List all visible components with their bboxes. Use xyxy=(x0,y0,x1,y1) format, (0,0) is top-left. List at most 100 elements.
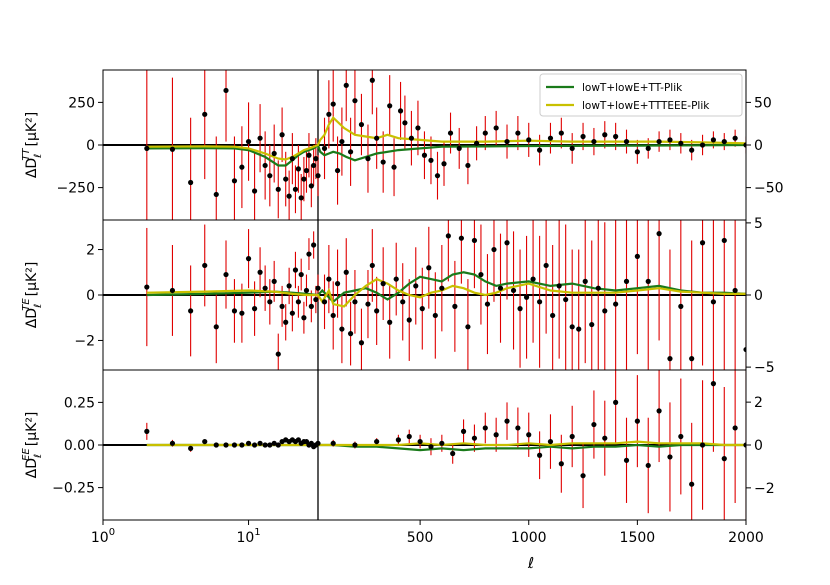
data-point xyxy=(515,130,521,136)
data-point xyxy=(602,435,608,441)
data-point xyxy=(334,281,341,287)
data-point xyxy=(298,271,304,278)
data-point xyxy=(504,138,510,145)
data-point xyxy=(447,130,454,136)
data-point xyxy=(530,276,536,282)
y-axis-label: ΔDℓTE[μK²] xyxy=(21,262,44,329)
data-point xyxy=(699,442,706,448)
data-point xyxy=(387,103,393,109)
data-point xyxy=(397,108,404,114)
data-point xyxy=(313,156,319,162)
data-point xyxy=(306,152,312,158)
data-point xyxy=(393,276,399,282)
data-point xyxy=(667,137,673,143)
data-point xyxy=(239,164,245,170)
right-y-tick-label: 50 xyxy=(754,95,772,111)
data-point xyxy=(311,162,317,169)
data-point xyxy=(504,240,510,246)
data-point xyxy=(613,301,619,307)
data-point xyxy=(400,299,406,305)
data-point xyxy=(732,287,738,294)
data-point xyxy=(262,162,268,169)
y-tick-label: 0.25 xyxy=(64,395,95,411)
data-point xyxy=(428,157,434,163)
data-point xyxy=(699,240,706,246)
data-point xyxy=(387,319,393,325)
data-point xyxy=(458,235,464,241)
data-point xyxy=(526,137,532,143)
x-axis-label: ℓ xyxy=(527,554,534,572)
data-point xyxy=(678,433,684,440)
data-point xyxy=(295,166,301,172)
x-tick-label: 2000 xyxy=(728,530,764,546)
data-point xyxy=(251,442,258,448)
data-point xyxy=(634,253,640,259)
data-point xyxy=(262,285,268,291)
data-point xyxy=(358,121,365,128)
data-point xyxy=(315,440,321,446)
data-point xyxy=(689,356,695,362)
data-point xyxy=(439,440,445,446)
data-point xyxy=(426,265,432,271)
data-point xyxy=(439,285,445,291)
y-tick-label: −2 xyxy=(74,333,95,349)
data-point xyxy=(257,440,263,446)
data-point xyxy=(710,299,717,305)
data-point xyxy=(188,308,194,314)
right-y-tick-label: 0 xyxy=(754,138,763,154)
data-point xyxy=(432,312,438,319)
data-point xyxy=(257,269,263,275)
legend: lowT+lowE+TT-Plik lowT+lowE+TTTEEE-Plik xyxy=(539,73,743,117)
data-point xyxy=(678,140,684,146)
data-point xyxy=(721,237,727,244)
data-point xyxy=(301,315,307,321)
data-point xyxy=(303,167,310,174)
data-point xyxy=(374,308,380,314)
data-point xyxy=(623,138,630,145)
x-tick-label: 1500 xyxy=(620,530,656,546)
data-point xyxy=(292,186,299,192)
panel-tt: 250 0 −250 50 0 −50 ΔDℓTT[μK²] xyxy=(21,69,784,221)
panel-ee: 0.25 0.00 −0.25 2 0 −2 ΔDℓEE[μK²] xyxy=(21,369,775,521)
data-point xyxy=(613,399,619,405)
data-point xyxy=(482,425,488,431)
data-point xyxy=(710,137,717,143)
data-point xyxy=(358,340,365,346)
data-point xyxy=(245,138,252,145)
data-point xyxy=(689,481,695,487)
data-point xyxy=(339,326,345,332)
data-point xyxy=(283,176,289,182)
right-y-tick-label: 0 xyxy=(754,288,763,304)
data-point xyxy=(279,132,285,138)
data-point xyxy=(413,283,419,289)
data-point xyxy=(369,77,375,83)
data-point xyxy=(526,432,532,438)
data-point xyxy=(634,149,640,155)
model-curve-tt xyxy=(146,143,746,167)
data-point xyxy=(576,326,582,332)
data-point xyxy=(580,473,586,479)
data-point xyxy=(279,303,285,309)
data-point xyxy=(589,321,595,328)
data-point xyxy=(286,193,292,199)
data-point xyxy=(569,145,575,152)
data-point xyxy=(563,296,569,303)
data-point xyxy=(493,432,499,438)
data-point xyxy=(582,278,588,284)
data-point xyxy=(223,442,229,448)
data-point xyxy=(251,306,258,312)
data-point xyxy=(380,281,386,287)
data-point xyxy=(262,442,268,448)
data-point xyxy=(352,299,358,305)
data-point xyxy=(417,438,423,445)
y-axis-label: ΔDℓEE[μK²] xyxy=(21,412,44,479)
data-point xyxy=(550,312,556,319)
data-point xyxy=(369,262,375,269)
data-point xyxy=(465,324,471,330)
data-point xyxy=(257,135,263,141)
data-point xyxy=(321,299,328,305)
data-point xyxy=(188,445,194,452)
data-point xyxy=(169,440,176,446)
data-point xyxy=(144,284,150,290)
model-curve-tt xyxy=(146,271,746,304)
